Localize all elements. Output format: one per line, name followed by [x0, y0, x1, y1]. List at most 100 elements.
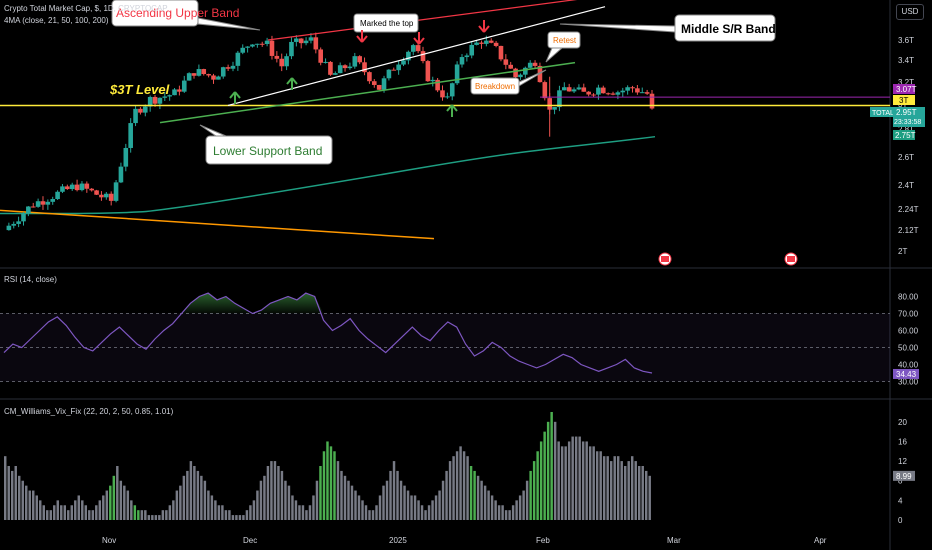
candle-body [337, 65, 343, 74]
vix-bar [557, 441, 560, 520]
vix-bar [214, 500, 217, 520]
time-axis: Nov Dec 2025 Feb Mar Apr [102, 536, 827, 545]
callout-marked-top[interactable]: Marked the top [353, 13, 419, 33]
price-tag-total-label: TOTAL [872, 110, 894, 117]
candle-body [391, 69, 397, 71]
candle-body [498, 45, 504, 60]
vix-bar [7, 466, 10, 520]
candle-body [639, 92, 645, 94]
price-tag-3t: 3T [899, 96, 908, 105]
candle-body [40, 201, 46, 205]
candle-body [625, 87, 630, 91]
rsi-tick-label: 30.00 [898, 378, 919, 387]
callout-lower-band[interactable]: Lower Support Band [199, 124, 333, 165]
vix-bar [263, 475, 266, 520]
candle-body [566, 87, 572, 92]
vix-bar [455, 451, 459, 520]
vix-bar [21, 480, 24, 520]
vix-bar [448, 461, 452, 520]
vix-bar [140, 510, 144, 520]
candle-body [26, 206, 31, 214]
vix-bar [462, 451, 466, 520]
ma-orange-line [0, 209, 435, 240]
candle-body [152, 96, 158, 104]
candle-body [99, 194, 104, 198]
time-tick-label: Feb [536, 536, 550, 545]
vix-bar [648, 475, 651, 520]
callout-middle-band[interactable]: Middle S/R Band [559, 14, 776, 42]
vix-bar [375, 505, 378, 520]
vix-bar [452, 456, 455, 520]
vix-bar [182, 475, 186, 520]
vix-bar [175, 490, 179, 520]
candle-body [313, 37, 319, 50]
candle-body [396, 64, 401, 71]
candle-body [186, 73, 192, 81]
price-tag-295: 2.95T [896, 108, 917, 117]
callout-upper-band[interactable]: Ascending Upper Band [111, 0, 261, 31]
candle-body [581, 87, 587, 92]
vix-bar [196, 470, 200, 520]
rsi-tick-label: 40.00 [898, 361, 919, 370]
candle-body [60, 186, 65, 192]
flag-icon[interactable] [658, 252, 672, 266]
candle-body [425, 61, 431, 82]
vix-bar [312, 495, 315, 520]
candle-body [269, 40, 275, 56]
rsi-indicator-label: RSI (14, close) [4, 275, 57, 284]
callout-breakdown[interactable]: Breakdown [470, 69, 547, 95]
candle-body [591, 94, 596, 96]
vix-bar [147, 515, 151, 520]
vix-bar [357, 495, 361, 520]
candle-body [294, 38, 299, 42]
vix-bar [53, 505, 56, 520]
candle-body [162, 96, 168, 98]
candle-body [523, 67, 528, 75]
vix-bar [322, 451, 326, 520]
vix-bar [480, 480, 483, 520]
vix-bar [441, 480, 445, 520]
vix-bar [634, 461, 637, 520]
candle-body [123, 147, 129, 167]
vix-bar [515, 500, 518, 520]
candle-body [142, 106, 148, 113]
candle-body [454, 64, 460, 84]
vix-bar [623, 466, 627, 520]
rsi-value-tag [893, 368, 919, 379]
vix-bar [431, 500, 434, 520]
candle-body [488, 40, 494, 43]
vix-bar [581, 441, 585, 520]
vix-tick-label: 12 [898, 457, 907, 466]
vix-bar [595, 451, 599, 520]
time-tick-label: Dec [243, 536, 257, 545]
candle-body [333, 73, 338, 75]
currency-button[interactable]: USD [896, 4, 924, 20]
candle-body [128, 123, 133, 148]
callout-retest[interactable]: Retest [545, 31, 581, 63]
candle-body [298, 38, 304, 44]
vix-bar [46, 510, 49, 520]
vix-bar [343, 475, 347, 520]
up-arrow-icon [286, 77, 298, 90]
vix-bar [81, 500, 84, 520]
vix-bar [389, 470, 392, 520]
vix-bar [91, 510, 95, 520]
vix-bar [476, 475, 480, 520]
vix-bar [308, 505, 312, 520]
candle-body [191, 73, 197, 76]
vix-bar [585, 441, 588, 520]
vix-tick-label: 16 [898, 437, 907, 446]
candle-body [449, 83, 455, 97]
vix-value-label: 8.99 [896, 472, 912, 481]
candle-body [240, 47, 246, 53]
vix-bar [179, 485, 182, 520]
flag-icon[interactable] [784, 252, 798, 266]
vix-bar [613, 456, 616, 520]
candle-body [284, 56, 289, 67]
vix-bar [32, 490, 35, 520]
price-tick-label: 2.24T [898, 205, 919, 214]
candle-body [289, 41, 294, 57]
middle-band-line [227, 6, 606, 107]
vix-bar [228, 510, 231, 520]
signal-arrows [229, 20, 490, 117]
